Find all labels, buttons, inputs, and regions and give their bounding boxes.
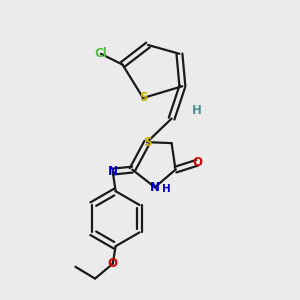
Text: H: H [162, 184, 171, 194]
Text: H: H [192, 104, 202, 117]
Text: N: N [150, 181, 160, 194]
Text: N: N [108, 165, 118, 178]
Text: Cl: Cl [94, 47, 107, 60]
Text: O: O [192, 156, 202, 169]
Text: S: S [139, 92, 147, 104]
Text: S: S [143, 136, 151, 148]
Text: O: O [108, 257, 118, 270]
